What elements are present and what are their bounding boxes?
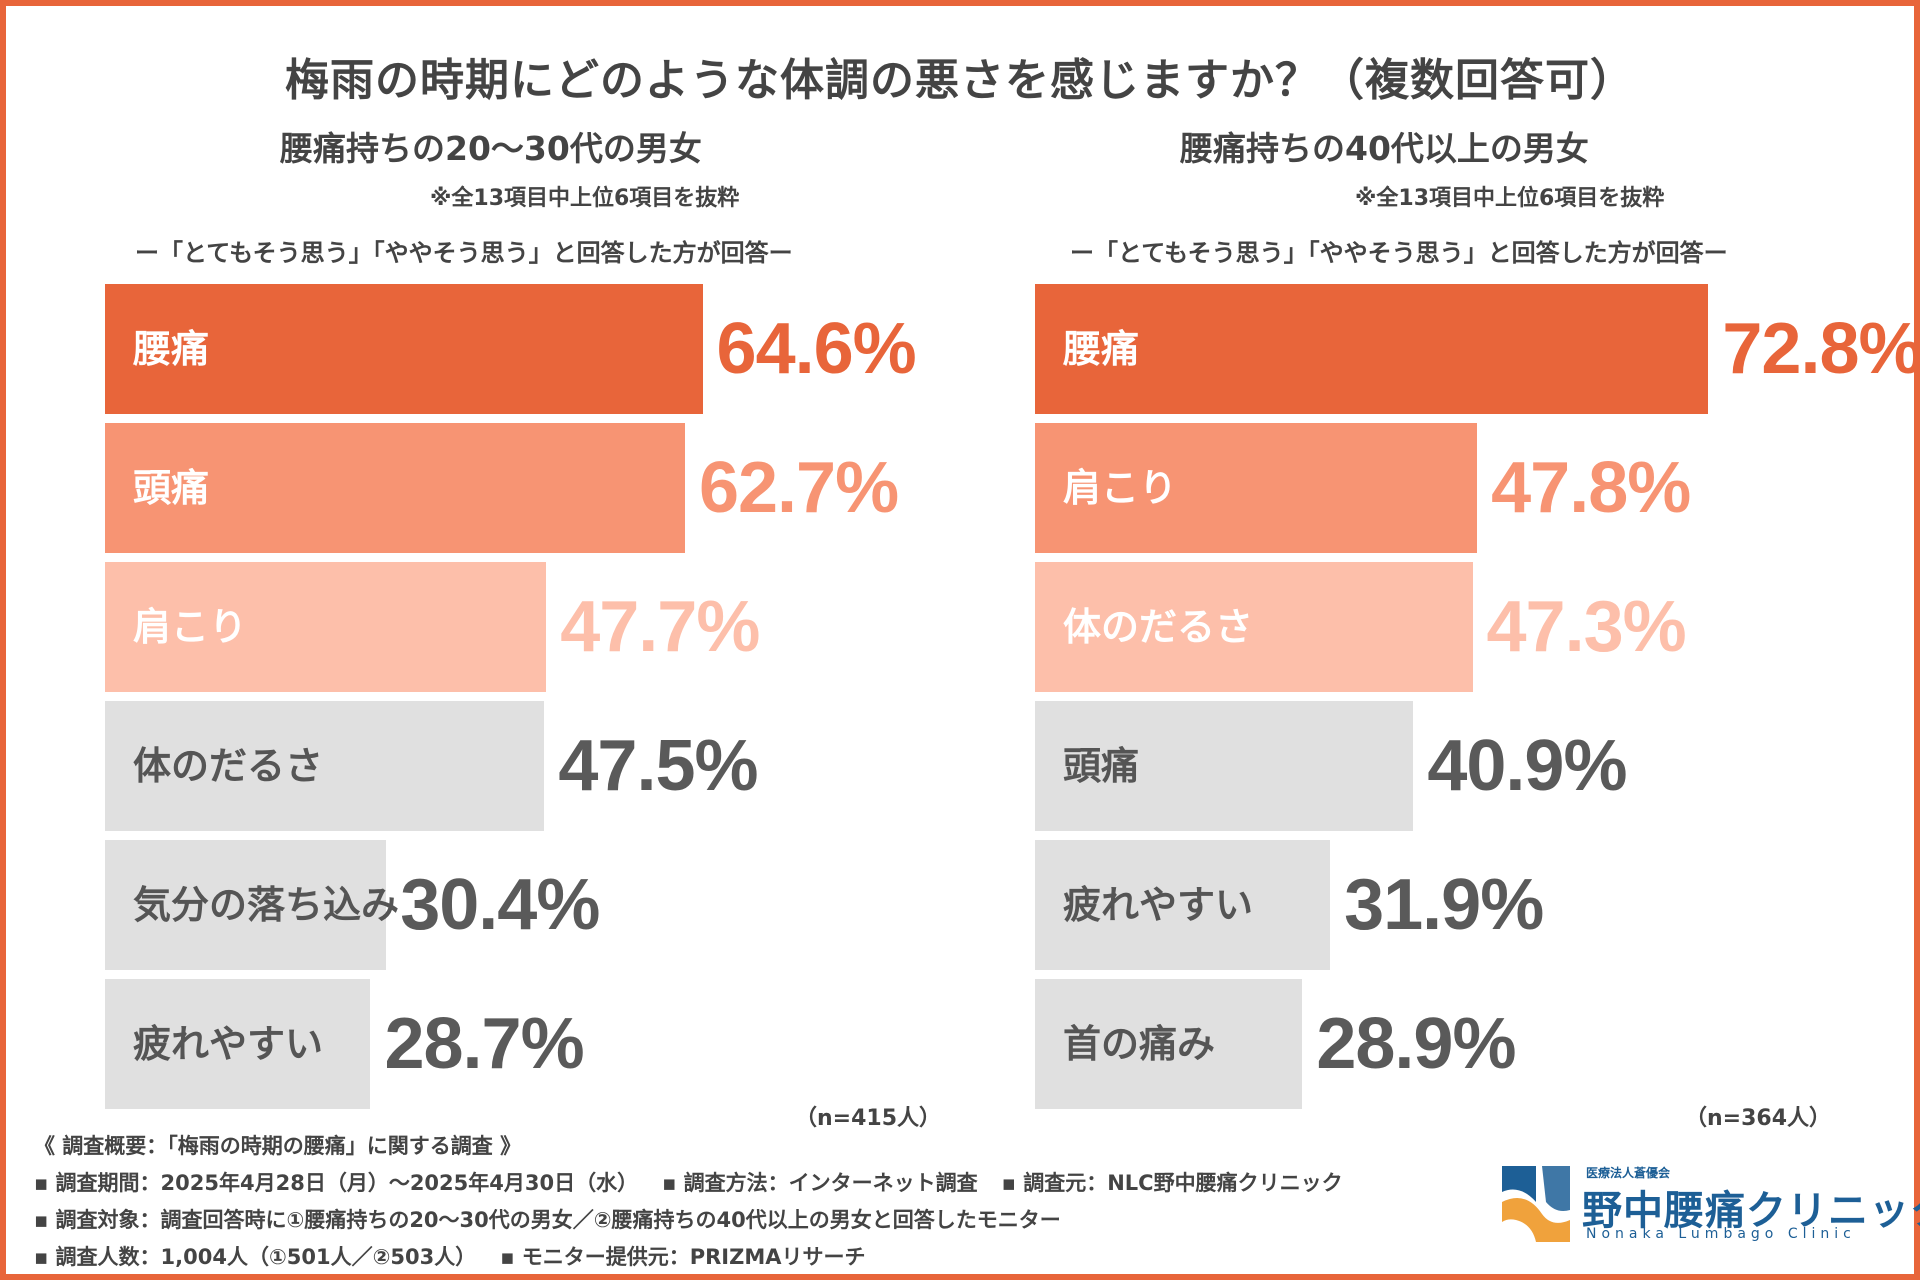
bar-category-label: 首の痛み (1063, 1022, 1216, 1066)
panel-title: 腰痛持ちの40代以上の男女 (1180, 129, 1589, 168)
chart-panel-20-30s: 腰痛持ちの20〜30代の男女 ※全13項目中上位6項目を抜粋 ー「とてもそう思う… (105, 120, 1005, 1131)
clinic-name: 野中腰痛クリニック (1582, 1188, 1920, 1234)
clinic-name-en: Nonaka Lumbago Clinic (1586, 1226, 1856, 1242)
survey-line-period: ▪ 調査期間：2025年4月28日（月）〜2025年4月30日（水） ▪ 調査方法… (34, 1165, 1494, 1202)
bar-1 (105, 284, 703, 414)
bar-2 (105, 423, 685, 553)
survey-period: ▪ 調査期間：2025年4月28日（月）〜2025年4月30日（水） (34, 1171, 639, 1195)
survey-summary: 《 調査概要：「梅雨の時期の腰痛」に関する調査 》 (34, 1134, 522, 1158)
panel-title: 腰痛持ちの20〜30代の男女 (280, 129, 702, 168)
survey-monitor: ▪ モニター提供元：PRIZMAリサーチ (500, 1245, 866, 1269)
bar-5 (1035, 840, 1331, 970)
panel-note: ※全13項目中上位6項目を抜粋 (1355, 186, 1665, 211)
bar-value-label: 47.3% (1486, 587, 1687, 667)
bar-value-label: 72.8% (1722, 309, 1920, 389)
survey-footer: 《 調査概要：「梅雨の時期の腰痛」に関する調査 》 ▪ 調査期間：2025年4月… (34, 1128, 1494, 1276)
clinic-logo-icon (1502, 1166, 1570, 1242)
bar-value-label: 28.9% (1316, 1004, 1516, 1084)
bar-value-label: 64.6% (716, 309, 917, 389)
survey-source: ▪ 調査元：NLC野中腰痛クリニック (1001, 1171, 1343, 1195)
bar-6 (105, 979, 371, 1109)
survey-target: ▪ 調査対象：調査回答時に①腰痛持ちの20〜30代の男女／②腰痛持ちの40代以上… (34, 1208, 1061, 1232)
panel-note: ※全13項目中上位6項目を抜粋 (430, 186, 740, 211)
panel-caption: ー「とてもそう思う」「ややそう思う」と回答した方が回答ー (1070, 239, 1728, 267)
bar-3 (105, 562, 547, 692)
bar-group: 腰痛 64.6% 頭痛 62.7% 肩こり 47.7% 体のだるさ 47.5% 気分の落ち込み 3… (105, 284, 1005, 1114)
panel-caption: ー「とてもそう思う」「ややそう思う」と回答した方が回答ー (135, 239, 793, 267)
survey-method: ▪ 調査方法：インターネット調査 (662, 1171, 978, 1195)
chart-main-title: 梅雨の時期にどのような体調の悪さを感じますか？（複数回答可） (285, 55, 1635, 106)
bar-value-label: 62.7% (698, 448, 899, 528)
bar-group: 腰痛 72.8% 肩こり 47.8% 体のだるさ 47.3% 頭痛 40.9% 疲れやすい 31.… (1035, 284, 1920, 1114)
clinic-logo: 医療法人蒼優会 野中腰痛クリニック Nonaka Lumbago Clinic (1496, 1160, 1920, 1250)
bar-category-label: 体のだるさ (1063, 605, 1254, 649)
bar-value-label: 40.9% (1427, 726, 1627, 806)
clinic-org: 医療法人蒼優会 (1586, 1166, 1671, 1180)
bar-4 (1035, 701, 1414, 831)
bar-value-label: 30.4% (400, 865, 600, 945)
bar-2 (1035, 423, 1478, 553)
bar-4 (105, 701, 545, 831)
bar-value-label: 28.7% (384, 1004, 584, 1084)
bar-value-label: 31.9% (1344, 865, 1544, 945)
bar-category-label: 肩こり (133, 605, 248, 649)
bar-category-label: 頭痛 (133, 466, 210, 510)
survey-line-count: ▪ 調査人数：1,004人（①501人／②503人） ▪ モニター提供元：PRIZ… (34, 1239, 1494, 1276)
bar-category-label: 体のだるさ (133, 744, 324, 788)
bar-category-label: 肩こり (1063, 466, 1178, 510)
bar-category-label: 腰痛 (1063, 327, 1140, 371)
bar-1 (1035, 284, 1709, 414)
sample-size: （n=364人） (1685, 1106, 1832, 1131)
bar-3 (1035, 562, 1473, 692)
sample-size: （n=415人） (795, 1106, 942, 1131)
chart-panel-40s-plus: 腰痛持ちの40代以上の男女 ※全13項目中上位6項目を抜粋 ー「とてもそう思う」… (1035, 120, 1920, 1131)
bar-category-label: 疲れやすい (133, 1022, 324, 1066)
bar-category-label: 頭痛 (1063, 744, 1140, 788)
bar-category-label: 疲れやすい (1063, 883, 1254, 927)
bar-value-label: 47.5% (558, 726, 758, 806)
bar-value-label: 47.8% (1491, 448, 1691, 528)
bar-value-label: 47.7% (560, 587, 760, 667)
bar-5 (105, 840, 387, 970)
survey-count: ▪ 調査人数：1,004人（①501人／②503人） (34, 1245, 477, 1269)
bar-category-label: 腰痛 (133, 327, 210, 371)
bar-6 (1035, 979, 1303, 1109)
bar-category-label: 気分の落ち込み (133, 883, 400, 927)
